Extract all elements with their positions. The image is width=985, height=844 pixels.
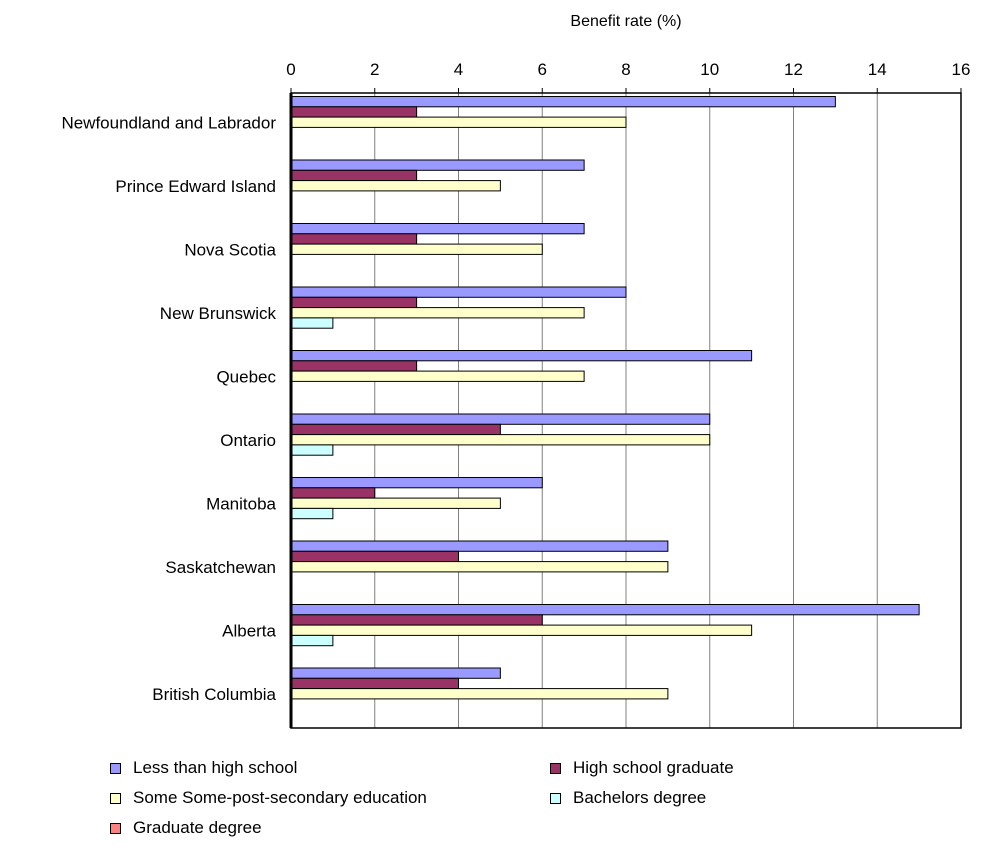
category-label: Newfoundland and Labrador (61, 113, 276, 132)
legend-label: Some Some-post-secondary education (133, 788, 427, 807)
x-tick-label: 12 (784, 60, 803, 79)
bar-less-than-high-school (290, 667, 501, 679)
bar-high-school-graduate (290, 169, 418, 182)
category-label: Alberta (222, 621, 276, 640)
bar-less-than-high-school (290, 477, 543, 489)
x-tick-label: 6 (538, 60, 547, 79)
legend-swatch (110, 822, 121, 834)
bar-bachelors-degree (290, 634, 334, 647)
x-tick-label: 0 (286, 60, 295, 79)
bar-some-some-post-secondary-education (290, 688, 669, 700)
bar-some-some-post-secondary-education (290, 180, 501, 192)
category-label: Quebec (216, 367, 276, 386)
x-axis-title: Benefit rate (%) (570, 13, 681, 30)
bar-high-school-graduate (290, 296, 418, 309)
x-tick-label: 4 (454, 60, 463, 79)
x-tick-label: 14 (868, 60, 887, 79)
category-label: Manitoba (206, 494, 276, 513)
bar-less-than-high-school (290, 604, 920, 616)
x-tick-label: 8 (621, 60, 630, 79)
x-tick-label: 16 (952, 60, 971, 79)
grid-lines (374, 93, 878, 728)
bar-some-some-post-secondary-education (290, 307, 585, 319)
category-label: Ontario (220, 431, 276, 450)
axes: 0 2 4 6 8 10 12 14 16 Newfoundland and Labrador Pr… (61, 60, 971, 729)
legend-item: Some Some-post-secondary education (110, 788, 427, 808)
bar-less-than-high-school (290, 96, 836, 108)
bar-some-some-post-secondary-education (290, 116, 627, 128)
legend-item: High school graduate (550, 758, 734, 778)
bars (290, 96, 920, 700)
bar-high-school-graduate (290, 487, 376, 499)
bar-some-some-post-secondary-education (290, 497, 501, 509)
bar-less-than-high-school (290, 540, 669, 552)
legend-label: High school graduate (573, 758, 734, 777)
bar-less-than-high-school (290, 350, 753, 362)
bar-bachelors-degree (290, 317, 334, 329)
bar-high-school-graduate (290, 360, 418, 372)
legend-swatch (550, 762, 561, 774)
category-label: Prince Edward Island (115, 177, 276, 196)
legend-swatch (110, 762, 121, 774)
bar-some-some-post-secondary-education (290, 243, 543, 255)
bar-chart: 0 2 4 6 8 10 12 14 16 Newfoundland and Labrador Pr… (61, 13, 971, 729)
bar-some-some-post-secondary-education (290, 370, 585, 382)
bar-high-school-graduate (290, 423, 501, 436)
category-label: Nova Scotia (184, 240, 276, 259)
bar-high-school-graduate (290, 550, 459, 563)
legend-label: Bachelors degree (573, 788, 707, 807)
bar-less-than-high-school (290, 159, 585, 171)
legend-label: Graduate degree (133, 818, 262, 837)
category-label: British Columbia (152, 685, 276, 704)
legend-swatch (550, 792, 561, 804)
bar-high-school-graduate (290, 233, 418, 245)
legend-item: Bachelors degree (550, 788, 706, 808)
category-label: Saskatchewan (165, 558, 276, 577)
category-label: New Brunswick (160, 304, 277, 323)
legend-item: Graduate degree (110, 818, 262, 838)
x-tick-label: 10 (700, 60, 719, 79)
bar-bachelors-degree (290, 507, 334, 520)
legend-swatch (110, 792, 121, 804)
legend-item: Less than high school (110, 758, 297, 778)
bar-some-some-post-secondary-education (290, 561, 669, 573)
x-tick-label: 2 (370, 60, 379, 79)
bar-less-than-high-school (290, 223, 585, 235)
bar-some-some-post-secondary-education (290, 434, 711, 446)
bar-less-than-high-school (290, 286, 627, 298)
bar-high-school-graduate (290, 677, 459, 690)
bar-less-than-high-school (290, 413, 711, 425)
legend-label: Less than high school (133, 758, 298, 777)
bar-bachelors-degree (290, 444, 334, 456)
bar-high-school-graduate (290, 614, 543, 626)
bar-high-school-graduate (290, 106, 418, 118)
bar-some-some-post-secondary-education (290, 624, 753, 636)
